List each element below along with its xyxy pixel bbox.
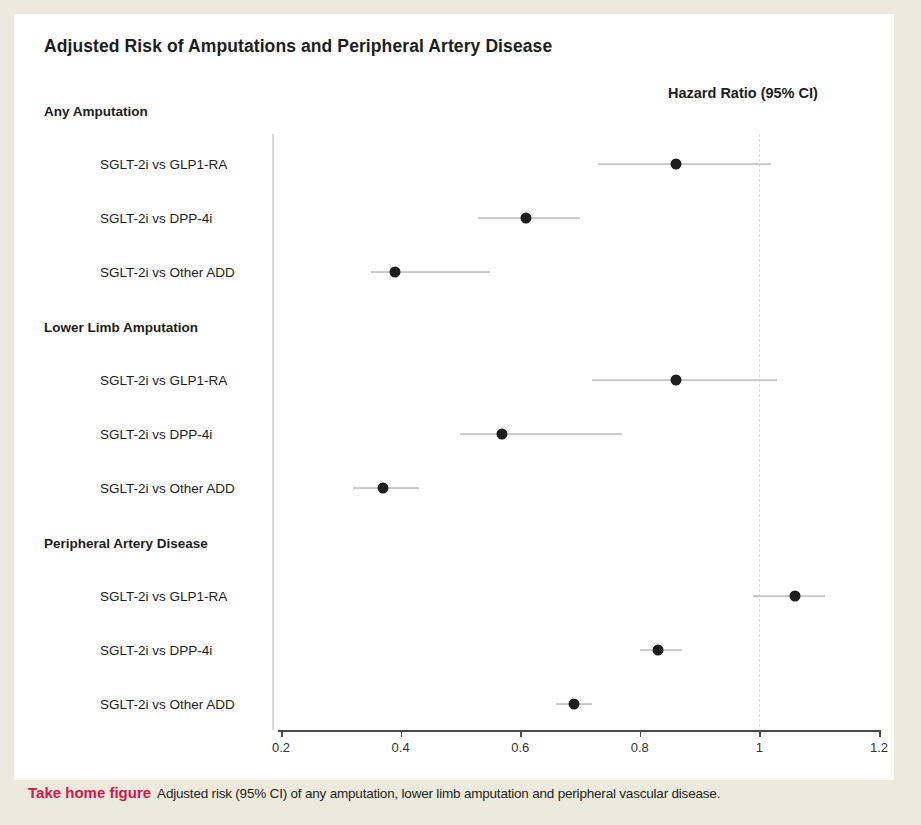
hazard-ratio-point	[670, 375, 681, 386]
reference-line-hr1	[759, 134, 760, 727]
row-label: SGLT-2i vs DPP-4i	[100, 427, 212, 442]
hazard-ratio-point	[377, 483, 388, 494]
row-label: SGLT-2i vs GLP1-RA	[100, 157, 227, 172]
row-label: SGLT-2i vs GLP1-RA	[100, 589, 227, 604]
x-axis-tick-label: 1.2	[870, 740, 888, 755]
figure-title: Adjusted Risk of Amputations and Periphe…	[44, 36, 552, 57]
group-label: Any Amputation	[44, 104, 148, 119]
take-home-figure-page: { "page": { "title": "Adjusted Risk of A…	[0, 0, 921, 825]
x-axis-tick	[759, 730, 761, 737]
figure-caption: Take home figure Adjusted risk (95% CI) o…	[28, 784, 720, 801]
hazard-ratio-point	[497, 429, 508, 440]
x-axis-tick-label: 1	[756, 740, 763, 755]
row-label: SGLT-2i vs GLP1-RA	[100, 373, 227, 388]
figure-panel: Adjusted Risk of Amputations and Periphe…	[14, 14, 894, 780]
caption-text: Adjusted risk (95% CI) of any amputation…	[157, 786, 720, 801]
x-axis-tick	[520, 730, 522, 737]
group-label: Lower Limb Amputation	[44, 320, 198, 335]
hazard-ratio-point	[521, 213, 532, 224]
x-axis-tick	[879, 730, 881, 737]
confidence-interval-line	[592, 379, 777, 381]
x-axis-tick	[401, 730, 403, 737]
x-axis-tick	[640, 730, 642, 737]
confidence-interval-line	[460, 433, 621, 435]
hazard-ratio-point	[790, 591, 801, 602]
confidence-interval-line	[598, 163, 771, 165]
group-label: Peripheral Artery Disease	[44, 536, 208, 551]
x-axis-tick-label: 0.2	[272, 740, 290, 755]
row-label: SGLT-2i vs Other ADD	[100, 697, 235, 712]
caption-label: Take home figure	[28, 784, 151, 801]
x-axis-tick-label: 0.4	[392, 740, 410, 755]
x-axis-tick	[281, 730, 283, 737]
x-axis-tick-label: 0.6	[511, 740, 529, 755]
row-label: SGLT-2i vs Other ADD	[100, 265, 235, 280]
row-label: SGLT-2i vs DPP-4i	[100, 211, 212, 226]
row-label: SGLT-2i vs Other ADD	[100, 481, 235, 496]
x-axis-line	[278, 730, 880, 732]
row-label: SGLT-2i vs DPP-4i	[100, 643, 212, 658]
x-axis-tick-label: 0.8	[631, 740, 649, 755]
hazard-ratio-point	[569, 699, 580, 710]
plot-area-left-border	[272, 134, 274, 730]
hazard-ratio-point	[652, 645, 663, 656]
hazard-ratio-point	[670, 159, 681, 170]
hazard-ratio-point	[389, 267, 400, 278]
hazard-ratio-column-header: Hazard Ratio (95% CI)	[668, 85, 818, 101]
